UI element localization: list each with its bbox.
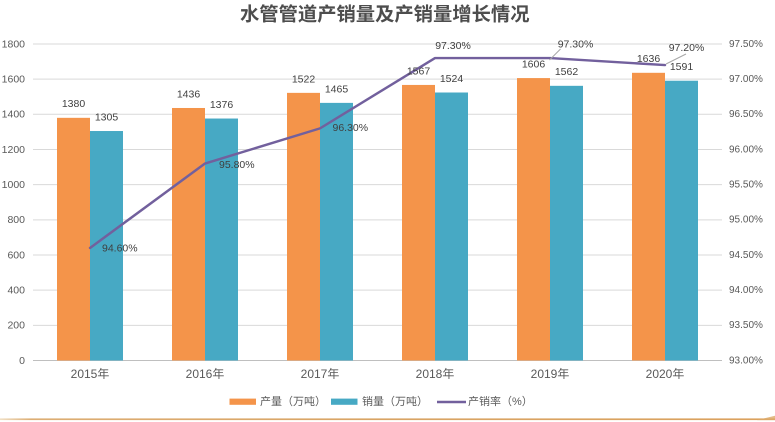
svg-text:2020: 2020 xyxy=(646,367,673,381)
svg-text:1606: 1606 xyxy=(522,58,546,70)
svg-text:94.00%: 94.00% xyxy=(729,285,763,296)
svg-text:95.00%: 95.00% xyxy=(729,215,763,226)
svg-text:2017: 2017 xyxy=(301,367,328,381)
svg-text:1376: 1376 xyxy=(210,99,234,111)
svg-text:1567: 1567 xyxy=(407,65,431,77)
svg-text:97.20%: 97.20% xyxy=(669,42,705,54)
svg-text:97.30%: 97.30% xyxy=(558,39,594,51)
svg-text:1465: 1465 xyxy=(325,83,349,95)
svg-text:1524: 1524 xyxy=(440,73,464,85)
svg-text:93.50%: 93.50% xyxy=(729,320,763,331)
svg-text:1200: 1200 xyxy=(2,144,26,156)
svg-text:96.00%: 96.00% xyxy=(729,144,763,155)
svg-text:1000: 1000 xyxy=(2,179,26,191)
svg-text:400: 400 xyxy=(7,284,25,296)
svg-text:93.00%: 93.00% xyxy=(729,355,763,366)
svg-text:1380: 1380 xyxy=(62,98,86,110)
svg-text:2019: 2019 xyxy=(531,367,558,381)
svg-text:1600: 1600 xyxy=(2,73,26,85)
svg-text:95.80%: 95.80% xyxy=(219,159,255,171)
svg-text:97.00%: 97.00% xyxy=(729,74,763,85)
svg-text:1305: 1305 xyxy=(95,111,119,123)
svg-text:2016: 2016 xyxy=(186,367,213,381)
svg-text:95.50%: 95.50% xyxy=(729,180,763,191)
svg-text:96.50%: 96.50% xyxy=(729,109,763,120)
svg-text:96.30%: 96.30% xyxy=(333,122,369,134)
svg-text:200: 200 xyxy=(7,320,25,332)
svg-text:800: 800 xyxy=(7,214,25,226)
svg-text:94.50%: 94.50% xyxy=(729,250,763,261)
svg-text:1562: 1562 xyxy=(555,66,579,78)
svg-text:97.50%: 97.50% xyxy=(729,39,763,50)
svg-text:%: % xyxy=(512,396,522,408)
svg-text:1800: 1800 xyxy=(2,38,26,50)
svg-text:1436: 1436 xyxy=(177,88,201,100)
svg-text:0: 0 xyxy=(19,355,25,367)
svg-text:600: 600 xyxy=(7,249,25,261)
svg-text:1400: 1400 xyxy=(2,109,26,121)
svg-text:2015: 2015 xyxy=(71,367,98,381)
svg-text:1591: 1591 xyxy=(670,61,694,73)
svg-text:97.30%: 97.30% xyxy=(435,40,471,52)
svg-text:1522: 1522 xyxy=(292,73,316,85)
svg-text:94.60%: 94.60% xyxy=(102,243,138,255)
svg-text:2018: 2018 xyxy=(416,367,443,381)
svg-text:1636: 1636 xyxy=(637,53,661,65)
